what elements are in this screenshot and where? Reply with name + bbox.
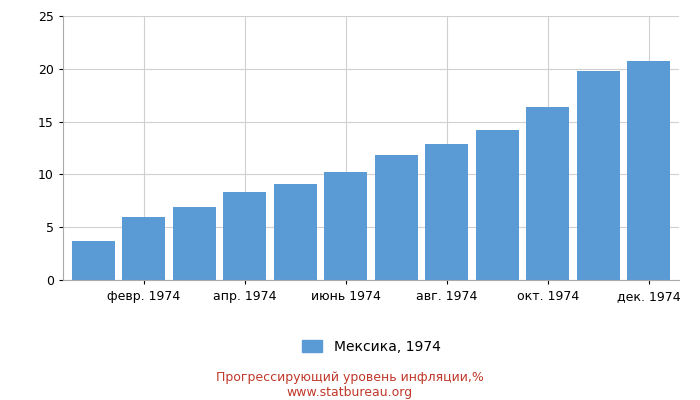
Bar	[476, 130, 519, 280]
Legend: Мексика, 1974: Мексика, 1974	[296, 334, 446, 360]
Bar	[426, 144, 468, 280]
Bar	[223, 192, 266, 280]
Bar	[274, 184, 316, 280]
Text: Прогрессирующий уровень инфляции,%: Прогрессирующий уровень инфляции,%	[216, 372, 484, 384]
Text: www.statbureau.org: www.statbureau.org	[287, 386, 413, 399]
Bar	[72, 241, 115, 280]
Bar	[627, 62, 670, 280]
Bar	[324, 172, 368, 280]
Bar	[374, 155, 418, 280]
Bar	[173, 207, 216, 280]
Bar	[122, 217, 165, 280]
Bar	[577, 71, 620, 280]
Bar	[526, 107, 569, 280]
